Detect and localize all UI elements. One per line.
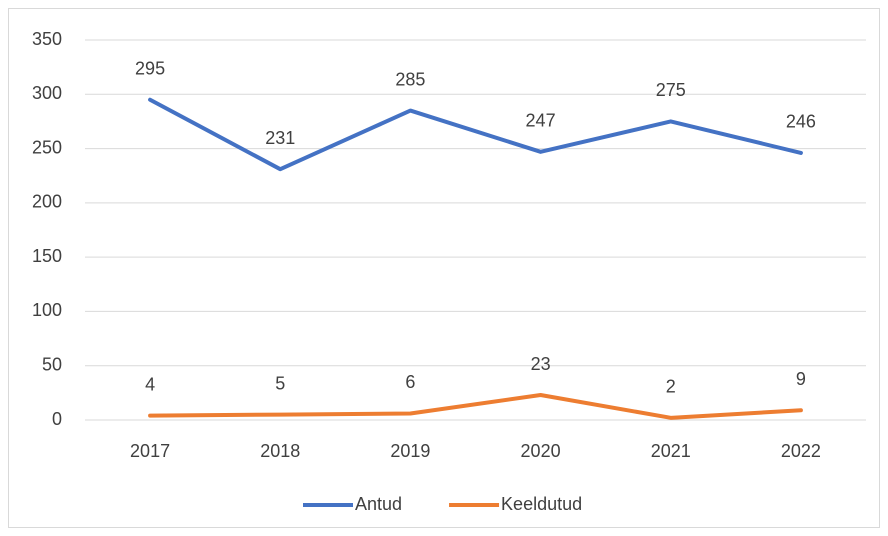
y-tick-label: 300 (32, 83, 62, 103)
data-label: 295 (135, 58, 165, 78)
data-label: 4 (145, 374, 155, 394)
y-tick-label: 0 (52, 409, 62, 429)
y-tick-label: 350 (32, 29, 62, 49)
x-tick-label: 2017 (130, 441, 170, 461)
x-tick-label: 2022 (781, 441, 821, 461)
series-line (148, 393, 803, 420)
legend-label: Antud (355, 494, 402, 514)
data-label: 275 (656, 80, 686, 100)
data-label: 231 (265, 128, 295, 148)
data-label: 285 (395, 69, 425, 89)
data-label: 5 (275, 373, 285, 393)
x-tick-label: 2018 (260, 441, 300, 461)
x-tick-label: 2020 (521, 441, 561, 461)
y-tick-label: 250 (32, 137, 62, 157)
y-tick-label: 200 (32, 192, 62, 212)
data-label: 9 (796, 369, 806, 389)
chart-border (8, 8, 880, 528)
series-line (148, 97, 803, 172)
x-tick-label: 2019 (390, 441, 430, 461)
y-tick-label: 100 (32, 300, 62, 320)
data-label: 23 (531, 354, 551, 374)
y-tick-label: 150 (32, 246, 62, 266)
data-label: 6 (405, 372, 415, 392)
data-label: 2 (666, 377, 676, 397)
data-label: 246 (786, 112, 816, 132)
y-tick-label: 50 (42, 354, 62, 374)
data-label: 247 (526, 111, 556, 131)
x-tick-label: 2021 (651, 441, 691, 461)
legend-label: Keeldutud (501, 494, 582, 514)
